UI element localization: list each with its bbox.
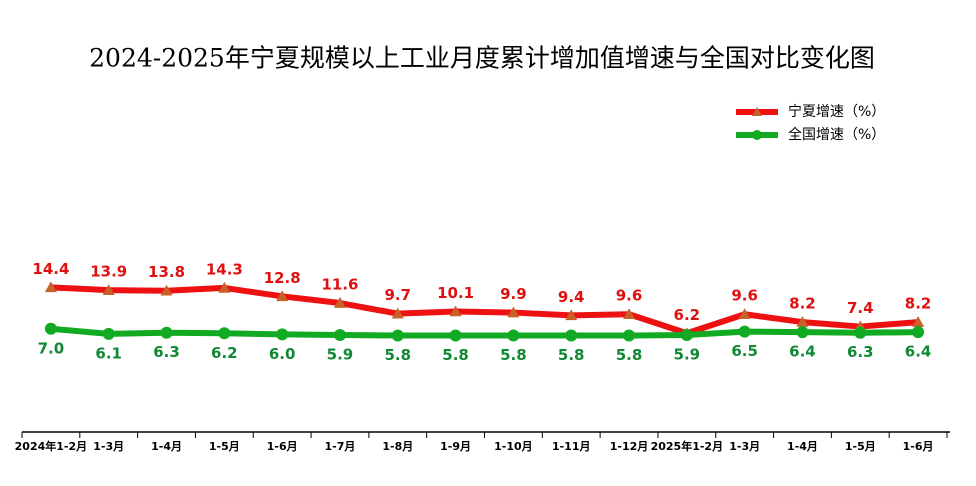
data-label: 14.4 xyxy=(32,260,69,278)
marker xyxy=(391,307,404,319)
marker xyxy=(507,329,520,342)
marker xyxy=(854,326,867,339)
data-label: 9.7 xyxy=(384,286,411,304)
x-tick-label: 1-3月 xyxy=(93,440,124,453)
data-label: 6.4 xyxy=(789,343,816,361)
data-label: 7.0 xyxy=(38,339,65,357)
data-label: 11.6 xyxy=(321,276,358,294)
data-label: 6.1 xyxy=(95,344,122,362)
legend-label: 宁夏增速（%） xyxy=(788,103,885,120)
x-tick-label: 1-5月 xyxy=(209,440,240,453)
marker xyxy=(44,281,57,293)
data-label: 13.9 xyxy=(90,263,127,281)
marker xyxy=(623,329,636,342)
marker xyxy=(565,309,578,321)
x-tick-label: 1-12月 xyxy=(610,440,649,453)
series-line xyxy=(50,284,919,337)
x-tick-label: 1-10月 xyxy=(494,440,533,453)
data-label: 14.3 xyxy=(206,260,243,278)
marker xyxy=(333,297,346,308)
marker xyxy=(912,316,925,327)
marker xyxy=(160,326,173,339)
marker xyxy=(391,329,404,342)
data-label: 6.3 xyxy=(847,343,874,361)
marker xyxy=(507,306,520,318)
data-label: 13.8 xyxy=(148,263,185,281)
marker xyxy=(912,326,925,339)
x-tick-label: 1-8月 xyxy=(382,440,413,453)
marker xyxy=(44,322,57,335)
x-tick-label: 1-9月 xyxy=(440,440,471,453)
x-tick-label: 1-6月 xyxy=(903,440,934,453)
x-tick-label: 2025年1-2月 xyxy=(651,439,724,453)
data-label: 9.4 xyxy=(558,288,585,306)
x-tick-label: 2024年1-2月 xyxy=(15,439,88,453)
marker xyxy=(623,308,636,320)
data-label: 7.4 xyxy=(847,299,874,317)
data-label: 5.8 xyxy=(442,346,469,364)
marker xyxy=(752,130,762,140)
data-label: 5.8 xyxy=(500,346,527,364)
marker xyxy=(276,328,289,341)
data-label: 12.8 xyxy=(264,269,301,287)
data-label: 5.9 xyxy=(674,345,701,363)
data-label: 8.2 xyxy=(789,295,816,313)
data-label: 8.2 xyxy=(905,295,932,313)
legend-label: 全国增速（%） xyxy=(788,126,885,143)
x-tick-label: 1-6月 xyxy=(267,440,298,453)
x-tick-label: 1-7月 xyxy=(325,440,356,453)
marker xyxy=(218,281,231,293)
marker xyxy=(333,328,346,341)
x-tick-label: 1-3月 xyxy=(729,440,760,453)
data-label: 9.6 xyxy=(731,287,758,305)
data-label: 5.8 xyxy=(558,346,585,364)
marker xyxy=(449,329,462,342)
marker xyxy=(218,327,231,340)
marker xyxy=(796,326,809,339)
data-label: 5.8 xyxy=(616,346,643,364)
data-label: 6.2 xyxy=(674,306,701,324)
marker xyxy=(680,328,693,341)
marker xyxy=(102,327,115,340)
marker xyxy=(276,290,289,302)
data-label: 5.9 xyxy=(327,345,354,363)
x-tick-label: 1-11月 xyxy=(552,440,591,453)
data-label: 6.2 xyxy=(211,344,238,362)
data-label: 6.5 xyxy=(731,342,758,360)
marker xyxy=(565,329,578,342)
data-label: 9.9 xyxy=(500,285,527,303)
data-label: 5.8 xyxy=(384,346,411,364)
x-tick-label: 1-4月 xyxy=(787,440,818,453)
series-line xyxy=(50,325,919,339)
data-label: 6.3 xyxy=(153,343,180,361)
data-label: 6.4 xyxy=(905,343,932,361)
x-tick-label: 1-4月 xyxy=(151,440,182,453)
marker xyxy=(449,305,462,317)
marker xyxy=(160,284,173,296)
data-label: 6.0 xyxy=(269,345,296,363)
data-label: 10.1 xyxy=(437,284,474,302)
marker xyxy=(796,316,809,327)
x-tick-label: 1-5月 xyxy=(845,440,876,453)
marker xyxy=(102,284,115,295)
marker xyxy=(738,308,751,320)
chart-title: 2024-2025年宁夏规模以上工业月度累计增加值增速与全国对比变化图 xyxy=(89,44,875,73)
data-label: 9.6 xyxy=(616,287,643,305)
marker xyxy=(738,325,751,338)
marker xyxy=(752,107,762,116)
